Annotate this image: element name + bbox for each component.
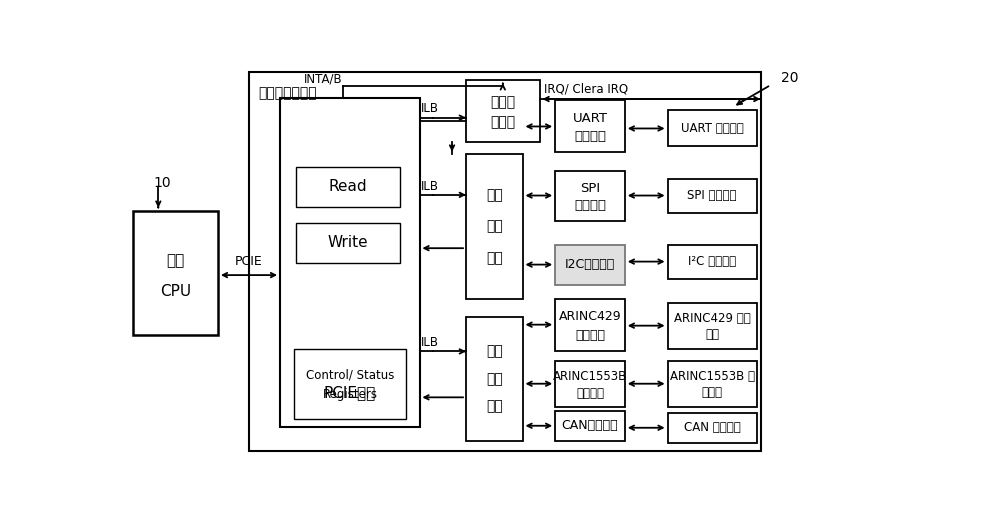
Text: 地址: 地址 [486, 188, 503, 202]
Text: UART: UART [572, 112, 608, 125]
Bar [668, 413, 757, 443]
Text: 接口模块: 接口模块 [575, 329, 605, 342]
Text: IRQ/ Clera IRQ: IRQ/ Clera IRQ [544, 83, 628, 96]
Text: Read: Read [328, 179, 367, 194]
Text: CPU: CPU [160, 284, 191, 298]
Bar [555, 244, 625, 284]
Text: 10: 10 [154, 176, 171, 190]
Bar [466, 81, 540, 142]
Text: 接口模块: 接口模块 [574, 131, 606, 144]
Bar [555, 171, 625, 220]
Bar [466, 317, 523, 441]
Bar [668, 361, 757, 407]
Text: 中断管: 中断管 [490, 95, 515, 109]
Text: ILB: ILB [421, 179, 439, 192]
Bar [555, 298, 625, 350]
Bar [668, 244, 757, 279]
Text: 译码: 译码 [486, 372, 503, 386]
Text: Control/ Status: Control/ Status [306, 368, 394, 381]
Text: ARINC1553B 接: ARINC1553B 接 [670, 370, 755, 383]
Text: 模块: 模块 [486, 399, 503, 413]
Text: PCIE: PCIE [235, 255, 263, 268]
Text: I²C 接口芯片: I²C 接口芯片 [688, 255, 736, 268]
Text: 理模块: 理模块 [490, 115, 515, 129]
Bar [668, 303, 757, 349]
Bar [133, 211, 218, 335]
Text: ILB: ILB [421, 336, 439, 349]
Text: 20: 20 [781, 71, 799, 85]
Bar [296, 166, 400, 206]
Bar [555, 361, 625, 407]
Bar [280, 98, 420, 427]
Bar [555, 411, 625, 441]
Text: Write: Write [328, 235, 368, 250]
Text: ARINC429: ARINC429 [559, 310, 621, 323]
Text: 接口模块: 接口模块 [574, 199, 606, 212]
Text: ARINC1553B: ARINC1553B [553, 370, 627, 383]
Bar [555, 100, 625, 152]
Text: SPI: SPI [580, 181, 600, 194]
Text: INTA/B: INTA/B [304, 73, 343, 86]
Text: I2C接口模块: I2C接口模块 [565, 258, 615, 271]
Bar [668, 178, 757, 213]
Text: PCIE硬核: PCIE硬核 [324, 385, 376, 400]
Bar [249, 72, 761, 451]
Text: 可编程逻辑器件: 可编程逻辑器件 [258, 86, 317, 100]
Text: 口设备: 口设备 [702, 386, 723, 399]
Bar [466, 154, 523, 298]
Text: 飞腾: 飞腾 [166, 253, 184, 268]
Text: 译码: 译码 [486, 219, 503, 233]
Text: SPI 接口芯片: SPI 接口芯片 [687, 189, 737, 202]
Bar [668, 110, 757, 147]
Text: 设备: 设备 [705, 328, 719, 341]
Text: UART 接口设备: UART 接口设备 [681, 122, 743, 135]
Text: 接口模块: 接口模块 [576, 387, 604, 400]
Text: 地址: 地址 [486, 344, 503, 358]
Bar [296, 223, 400, 263]
Text: Registers: Registers [323, 388, 378, 401]
Text: ARINC429 接口: ARINC429 接口 [674, 312, 750, 325]
Bar [294, 349, 406, 419]
Text: CAN接口模块: CAN接口模块 [562, 419, 618, 432]
Text: 模块: 模块 [486, 251, 503, 265]
Text: ILB: ILB [421, 102, 439, 115]
Text: CAN 接口设备: CAN 接口设备 [684, 421, 740, 434]
